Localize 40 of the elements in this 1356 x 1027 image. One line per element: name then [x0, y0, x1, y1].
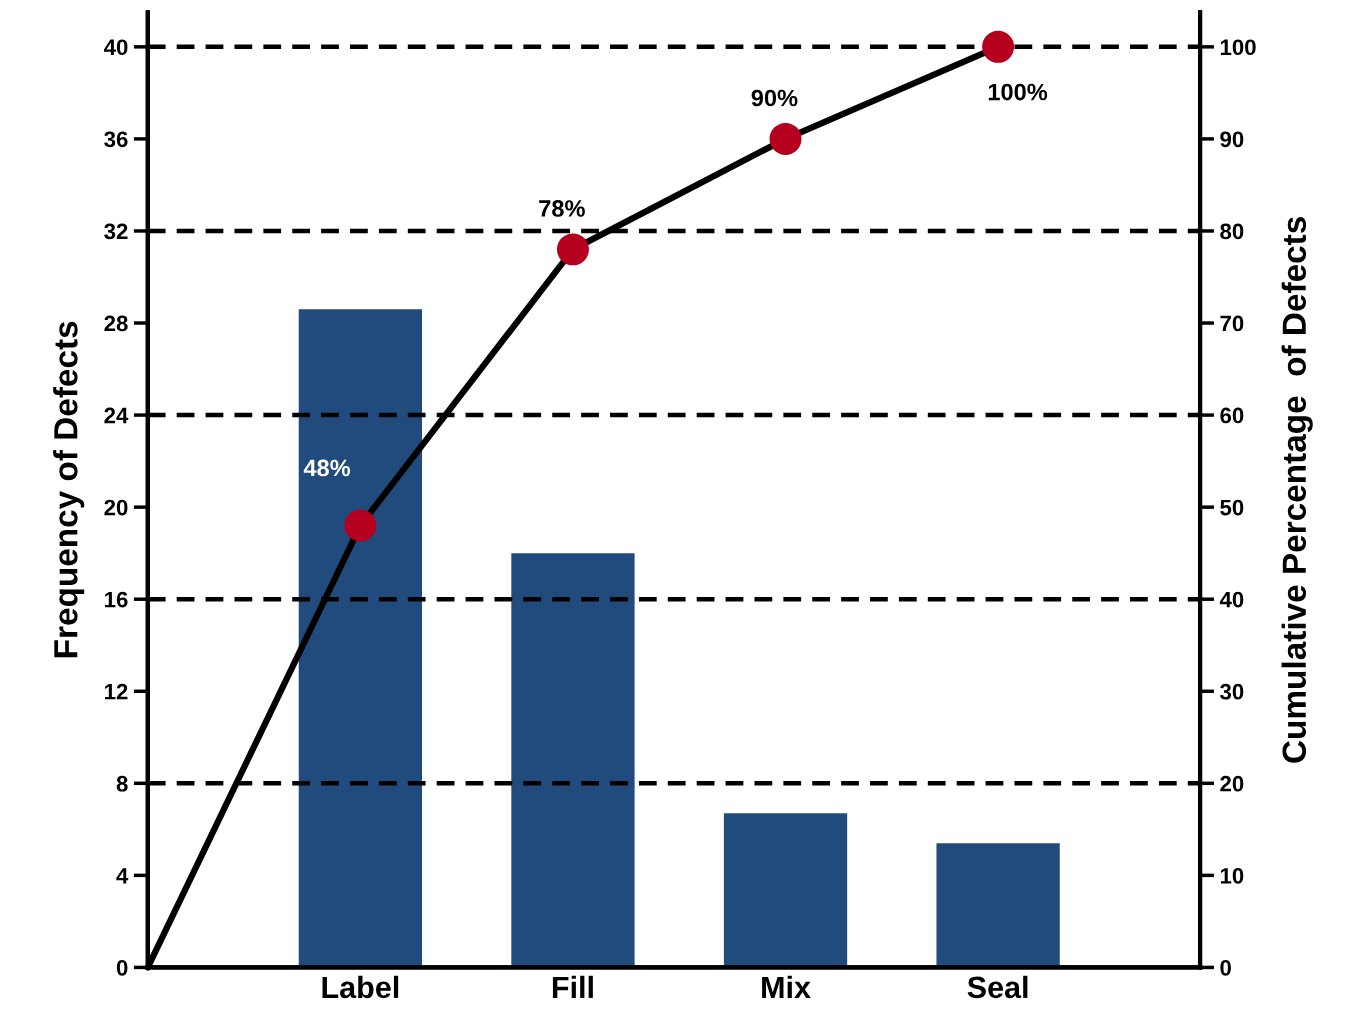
y2-tick-label: 100: [1220, 39, 1256, 56]
y2-tick-label: 50: [1220, 499, 1244, 516]
point: [556, 233, 589, 266]
bar: [511, 553, 635, 968]
y2-tick-label: 90: [1220, 131, 1244, 148]
data-label: 78%: [539, 200, 585, 217]
point: [344, 509, 377, 542]
bar: [723, 813, 848, 968]
data-label: 90%: [751, 89, 798, 107]
y-tick-label: 16: [105, 591, 128, 608]
y2-tick-label: 70: [1220, 315, 1244, 332]
y2-tick-label: 80: [1220, 223, 1244, 240]
y2-tick-label: 40: [1219, 591, 1244, 608]
x-tick-label: Fill: [552, 975, 593, 998]
y2-tick-label: 10: [1220, 867, 1244, 884]
point: [769, 122, 802, 155]
x-tick-label: Label: [322, 975, 399, 999]
y-tick-label: 4: [116, 868, 129, 884]
y-tick-label: 0: [116, 959, 128, 976]
y-tick-label: 40: [103, 39, 128, 56]
point: [982, 30, 1015, 63]
y-tick-label: 20: [104, 499, 128, 516]
y2-axis-title: Cumulative Percentage of Defects: [1281, 217, 1313, 763]
y-axis-title: Frequency of Defects: [53, 321, 85, 658]
y-tick-label: 28: [104, 315, 128, 332]
y2-tick-label: 0: [1220, 959, 1231, 976]
bar: [936, 843, 1060, 968]
y-tick-label: 24: [104, 407, 129, 424]
y-tick-label: 8: [116, 775, 128, 792]
y-tick-label: 36: [104, 131, 128, 148]
x-tick-label: Seal: [967, 975, 1028, 999]
y-tick-label: 12: [105, 683, 128, 700]
y2-tick-label: 30: [1220, 683, 1244, 700]
data-label: 48%: [303, 459, 351, 477]
x-tick-label: Mix: [762, 975, 811, 998]
bar: [298, 309, 423, 968]
y2-tick-label: 20: [1220, 775, 1244, 792]
y-tick-label: 32: [104, 223, 128, 240]
data-label: 100%: [988, 83, 1048, 101]
y2-tick-label: 60: [1220, 407, 1244, 424]
